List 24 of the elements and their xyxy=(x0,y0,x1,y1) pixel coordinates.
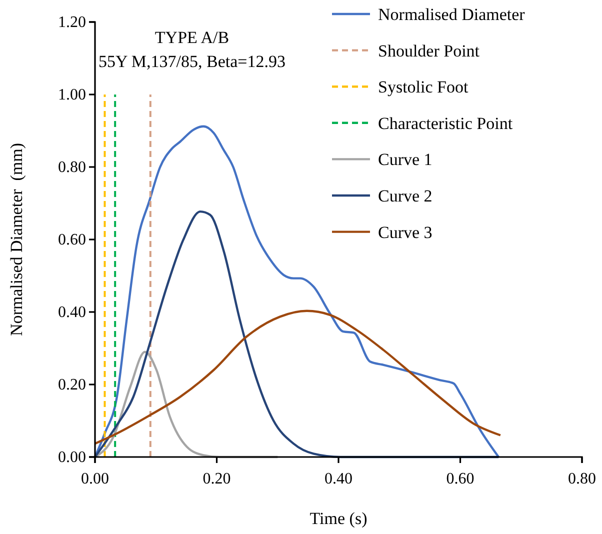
legend-label: Curve 2 xyxy=(378,186,432,206)
line-series xyxy=(94,310,502,445)
x-tick-label: 0.80 xyxy=(568,470,596,488)
y-tick-label: 0.40 xyxy=(58,304,86,322)
legend-label: Shoulder Point xyxy=(378,41,480,60)
y-tick-label: 0.60 xyxy=(58,232,86,249)
annotation: TYPE A/B xyxy=(154,28,230,47)
legend-label: Curve 3 xyxy=(378,222,432,242)
y-tick-label: 1.00 xyxy=(58,86,86,104)
y-tick-label: 1.20 xyxy=(58,14,86,32)
x-tick-label: 0.40 xyxy=(324,470,352,488)
legend-label: Systolic Foot xyxy=(378,78,468,97)
legend-label: Characteristic Point xyxy=(378,114,513,133)
y-axis-title: Normalised Diameter (mm) xyxy=(7,142,26,336)
legend-label: Normalised Diameter xyxy=(378,4,526,24)
x-tick-label: 0.60 xyxy=(446,470,474,488)
x-axis-title: Time (s) xyxy=(310,509,368,528)
x-tick-label: 0.00 xyxy=(81,470,109,488)
y-tick-label: 0.80 xyxy=(58,159,86,176)
annotation: 55Y M,137/85, Beta=12.93 xyxy=(98,52,286,71)
y-tick-label: 0.20 xyxy=(58,376,86,394)
legend-label: Curve 1 xyxy=(378,150,432,170)
x-tick-label: 0.20 xyxy=(202,470,231,488)
y-tick-label: 0.00 xyxy=(58,449,86,466)
